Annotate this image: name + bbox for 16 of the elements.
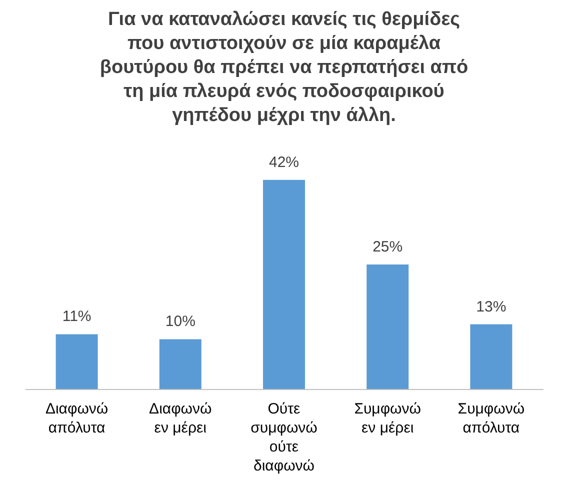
x-tick-label: Διαφωνώ απόλυτα (45, 400, 108, 436)
bar (470, 324, 512, 389)
x-tick-label: Ούτε συμφωνώ ούτε διαφωνώ (250, 400, 318, 474)
bar (159, 339, 202, 389)
bar (56, 334, 98, 389)
x-tick-label: Συμφωνώ εν μέρει (354, 400, 422, 436)
chart-title: Για να καταναλώσει κανείς τις θερμίδες που αντιστοιχούν σε μία καραμέλα βουτύρου θα πρέπει να περπατήσει από τη μία πλευρά ενός ποδοσφαιρικού γηπέδου μέχρι την άλλη. (100, 8, 468, 126)
data-label: 10% (165, 313, 196, 330)
data-label: 42% (268, 154, 300, 171)
bar (366, 264, 409, 389)
data-label: 13% (476, 298, 506, 316)
bar (263, 180, 305, 389)
data-label: 11% (62, 308, 92, 326)
x-tick-label: Συμφωνώ απόλυτα (458, 400, 525, 436)
x-tick-label: Διαφωνώ εν μέρει (149, 400, 212, 436)
data-label: 25% (372, 238, 403, 256)
